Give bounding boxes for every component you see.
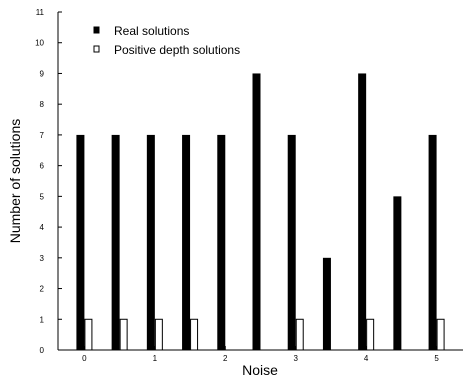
y-tick-label: 11 [36,8,45,17]
bar-positive-depth-solutions [436,318,445,351]
x-tick-label: 2 [223,354,228,363]
x-axis-title: Noise [242,362,278,378]
y-tick-label: 9 [40,69,45,78]
y-tick-label: 10 [35,39,44,48]
x-tick-label: 3 [293,354,298,363]
y-tick-label: 2 [40,285,45,294]
legend-swatch-positive [93,45,100,53]
bar-real-solutions [252,73,261,351]
y-tick-label: 1 [40,315,45,324]
y-tick-label: 3 [40,254,45,263]
legend-label-real: Real solutions [114,24,189,38]
bar-real-solutions [182,134,191,350]
bar-real-solutions [322,257,331,350]
bar-real-solutions [76,134,85,350]
x-tick-label: 5 [434,354,439,363]
bar-positive-depth-solutions [84,318,93,351]
y-tick-label: 6 [40,162,45,171]
y-tick-label: 7 [40,131,45,140]
bar-real-solutions [428,134,437,350]
y-tick-label: 0 [40,346,45,355]
legend-swatch-real [93,26,100,34]
bar-positive-depth-solutions [190,318,199,351]
y-ticks: 0 1 2 3 4 5 6 7 8 9 10 11 [35,8,62,355]
bars [76,73,445,351]
x-tick-label: 0 [82,354,87,363]
bar-real-solutions [287,134,296,350]
bar-real-solutions [111,134,120,350]
bar-positive-depth-solutions [119,318,128,351]
bar-real-solutions [393,196,402,350]
y-tick-label: 4 [40,223,45,232]
bar-positive-depth-solutions [295,318,304,351]
bar-real-solutions [217,134,226,350]
bar-positive-depth-solutions [154,318,163,351]
x-tick-label: 4 [364,354,369,363]
y-axis-title: Number of solutions [7,119,23,244]
legend-label-positive: Positive depth solutions [114,43,240,57]
legend: Real solutions Positive depth solutions [93,24,240,57]
y-tick-label: 5 [40,192,45,201]
bar-real-solutions [146,134,155,350]
x-ticks: 0 1 2 3 4 5 [82,346,439,363]
x-tick-label: 1 [153,354,158,363]
bar-positive-depth-solutions [366,318,375,351]
bar-real-solutions [358,73,367,351]
y-tick-label: 8 [40,100,45,109]
